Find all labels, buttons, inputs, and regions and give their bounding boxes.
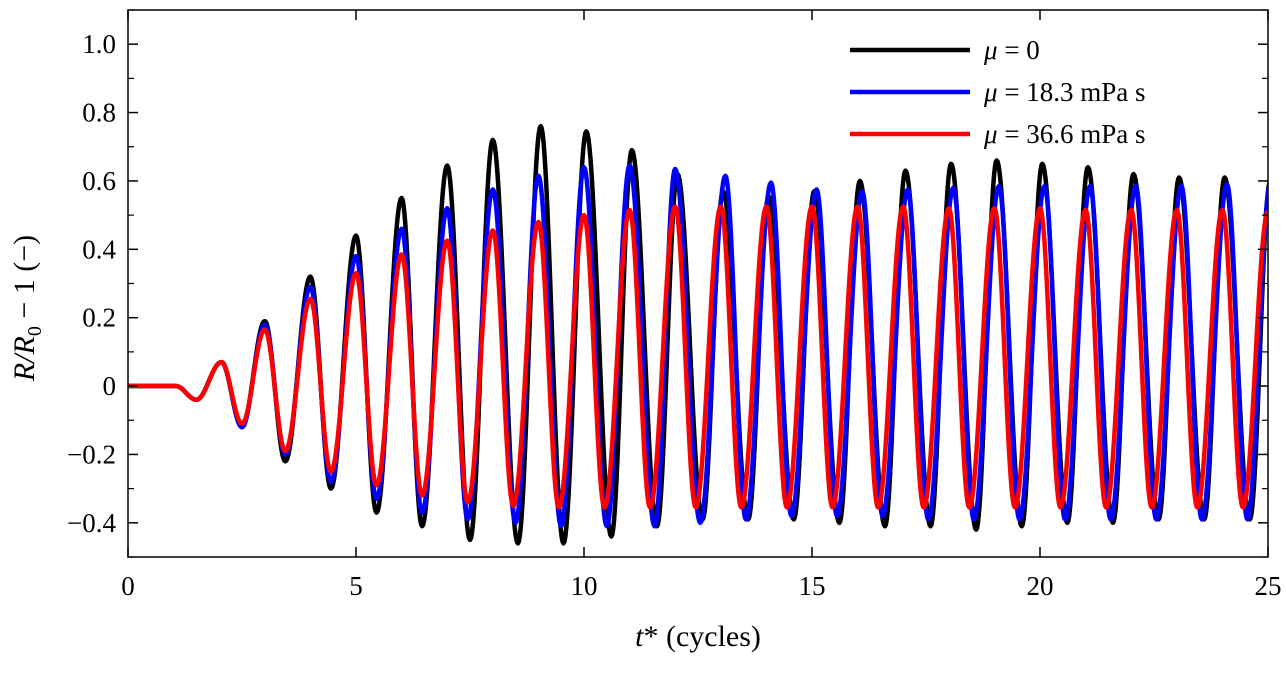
x-tick-label: 15 [799,571,826,601]
x-tick-label: 5 [349,571,363,601]
x-tick-label: 25 [1255,571,1282,601]
y-tick-label: 0.6 [82,166,116,196]
y-tick-label: 0.2 [82,303,116,333]
y-tick-label: 0 [103,371,117,401]
x-axis-title: t* (cycles) [635,620,761,653]
legend-label-1: μ = 0 [983,35,1040,65]
legend-label-2: μ = 18.3 mPa s [983,77,1146,107]
y-tick-label: −0.4 [67,508,116,538]
y-axis-title: R/R0 − 1 (−) [8,235,46,382]
series-line-3 [128,204,1268,510]
y-tick-label: 1.0 [82,29,116,59]
legend: μ = 0 μ = 18.3 mPa s μ = 36.6 mPa s [850,35,1146,149]
x-tick-label: 10 [571,571,598,601]
x-tick-label: 0 [121,571,135,601]
ticks-layer: 0 5 10 15 20 25 −0.4 −0.2 0 0.2 0.4 0.6 0.8 1.0 [67,9,1282,601]
series-layer [128,123,1268,546]
y-tick-label: −0.2 [67,439,116,469]
y-tick-label: 0.8 [82,98,116,128]
x-tick-label: 20 [1027,571,1054,601]
y-tick-label: 0.4 [82,234,116,264]
series-line-2 [128,163,1268,529]
legend-label-3: μ = 36.6 mPa s [983,119,1146,149]
